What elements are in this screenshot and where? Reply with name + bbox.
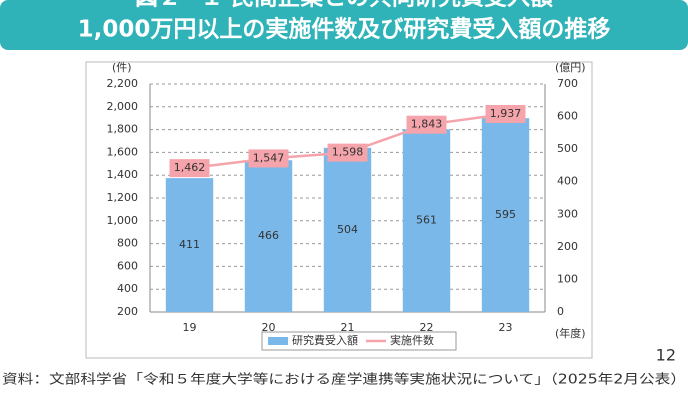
y-tick-label: 1,800 bbox=[107, 123, 139, 136]
legend-label: 実施件数 bbox=[390, 333, 434, 347]
bar bbox=[165, 178, 214, 312]
y-tick-label: 1,000 bbox=[107, 214, 139, 227]
legend-swatch bbox=[268, 337, 288, 345]
bar-value-label: 504 bbox=[337, 223, 358, 236]
title-banner bbox=[0, 0, 688, 50]
title-line: 図２−１ 民間企業との共同研究費受入額 bbox=[135, 0, 553, 11]
y-tick-label: 1,400 bbox=[107, 168, 139, 181]
bar-value-label: 595 bbox=[495, 208, 516, 221]
y2-tick-label: 0 bbox=[557, 305, 564, 318]
chart-frame bbox=[85, 61, 593, 359]
value-label-box bbox=[406, 115, 447, 134]
line-value-label: 1,462 bbox=[174, 161, 206, 174]
y-unit: (件) bbox=[112, 61, 132, 74]
line-value-label: 1,547 bbox=[253, 151, 285, 164]
x-tick-label: 19 bbox=[183, 321, 197, 334]
y2-tick-label: 700 bbox=[557, 77, 578, 90]
y2-tick-label: 100 bbox=[557, 272, 578, 285]
bar-value-label: 411 bbox=[179, 238, 200, 251]
y-tick-label: 1,200 bbox=[107, 191, 139, 204]
y2-tick-label: 300 bbox=[557, 207, 578, 220]
page-number: 12 bbox=[656, 346, 676, 365]
y-tick-label: 600 bbox=[117, 259, 138, 272]
bar bbox=[402, 129, 451, 312]
plot: 2004006008001,0001,2001,4001,6001,8002,0… bbox=[107, 61, 586, 351]
bar bbox=[244, 160, 293, 312]
y-tick-label: 2,000 bbox=[107, 100, 139, 113]
x-unit: (年度) bbox=[555, 326, 586, 340]
bar-value-label: 561 bbox=[416, 214, 437, 227]
y-tick-label: 800 bbox=[117, 237, 138, 250]
y-tick-label: 400 bbox=[117, 282, 138, 295]
y2-unit: (億円) bbox=[555, 61, 586, 74]
value-label-box bbox=[327, 143, 368, 162]
source-note: 資料：文部科学省「令和５年度大学等における産学連携等実施状況について」（2025… bbox=[2, 372, 686, 388]
bar-value-label: 466 bbox=[258, 229, 279, 242]
x-tick-label: 22 bbox=[420, 321, 434, 334]
value-label-box bbox=[169, 159, 210, 178]
legend-label: 研究費受入額 bbox=[292, 333, 358, 347]
bar bbox=[481, 118, 530, 312]
x-tick-label: 21 bbox=[341, 321, 355, 334]
line-value-label: 1,937 bbox=[490, 107, 522, 120]
bar bbox=[323, 147, 372, 312]
value-label-box bbox=[485, 104, 526, 123]
y-tick-label: 2,200 bbox=[107, 77, 139, 90]
title-line: 1,000万円以上の実施件数及び研究費受入額の推移 bbox=[78, 16, 611, 43]
y-tick-label: 200 bbox=[117, 305, 138, 318]
y2-tick-label: 400 bbox=[557, 175, 578, 188]
y2-tick-label: 500 bbox=[557, 142, 578, 155]
x-tick-label: 20 bbox=[262, 321, 276, 334]
y-tick-label: 1,600 bbox=[107, 145, 139, 158]
legend-box bbox=[261, 331, 457, 351]
line-value-label: 1,598 bbox=[332, 146, 364, 159]
y2-tick-label: 200 bbox=[557, 240, 578, 253]
value-label-box bbox=[248, 149, 289, 168]
line-value-label: 1,843 bbox=[411, 118, 443, 131]
y2-tick-label: 600 bbox=[557, 110, 578, 123]
x-tick-label: 23 bbox=[499, 321, 513, 334]
